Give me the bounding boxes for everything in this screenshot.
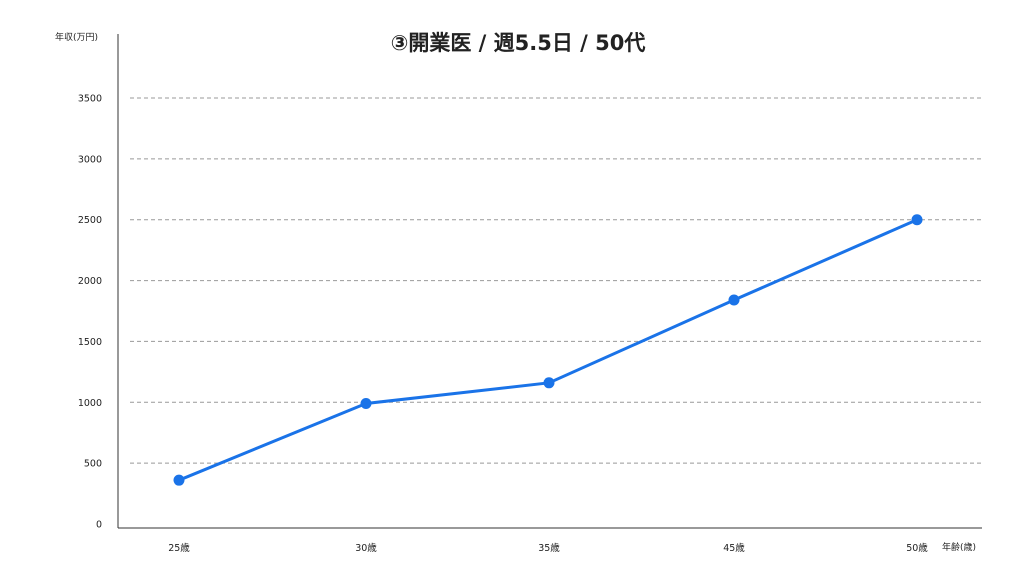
- y-tick-label: 500: [84, 459, 102, 470]
- data-point: [543, 377, 555, 389]
- series-group: [173, 214, 923, 486]
- x-axis-label: 年齢(歳): [942, 541, 976, 553]
- data-point: [173, 474, 185, 486]
- y-tick-label: 2500: [78, 215, 102, 226]
- y-axis-label: 年収(万円): [55, 31, 98, 43]
- x-tick-label: 30歳: [355, 542, 377, 554]
- series-line: [177, 218, 919, 482]
- y-tick-label: 2000: [78, 276, 102, 287]
- y-tick-label: 0: [96, 520, 102, 531]
- data-point: [728, 294, 740, 306]
- gridlines: [130, 97, 982, 464]
- chart-title: ③開業医 / 週5.5日 / 50代: [391, 31, 646, 55]
- x-tick-label: 35歳: [538, 542, 560, 554]
- data-point: [911, 214, 923, 226]
- y-tick-labels: 0 500 1000 1500 2000 2500 3000 3500: [78, 94, 102, 531]
- x-tick-label: 25歳: [168, 542, 190, 554]
- x-tick-label: 50歳: [906, 542, 928, 554]
- data-point: [360, 398, 372, 410]
- y-tick-label: 1000: [78, 398, 102, 409]
- y-tick-label: 3500: [78, 94, 102, 105]
- y-tick-label: 1500: [78, 337, 102, 348]
- x-tick-labels: 25歳 30歳 35歳 45歳 50歳: [168, 542, 928, 554]
- y-tick-label: 3000: [78, 154, 102, 165]
- x-tick-label: 45歳: [723, 542, 745, 554]
